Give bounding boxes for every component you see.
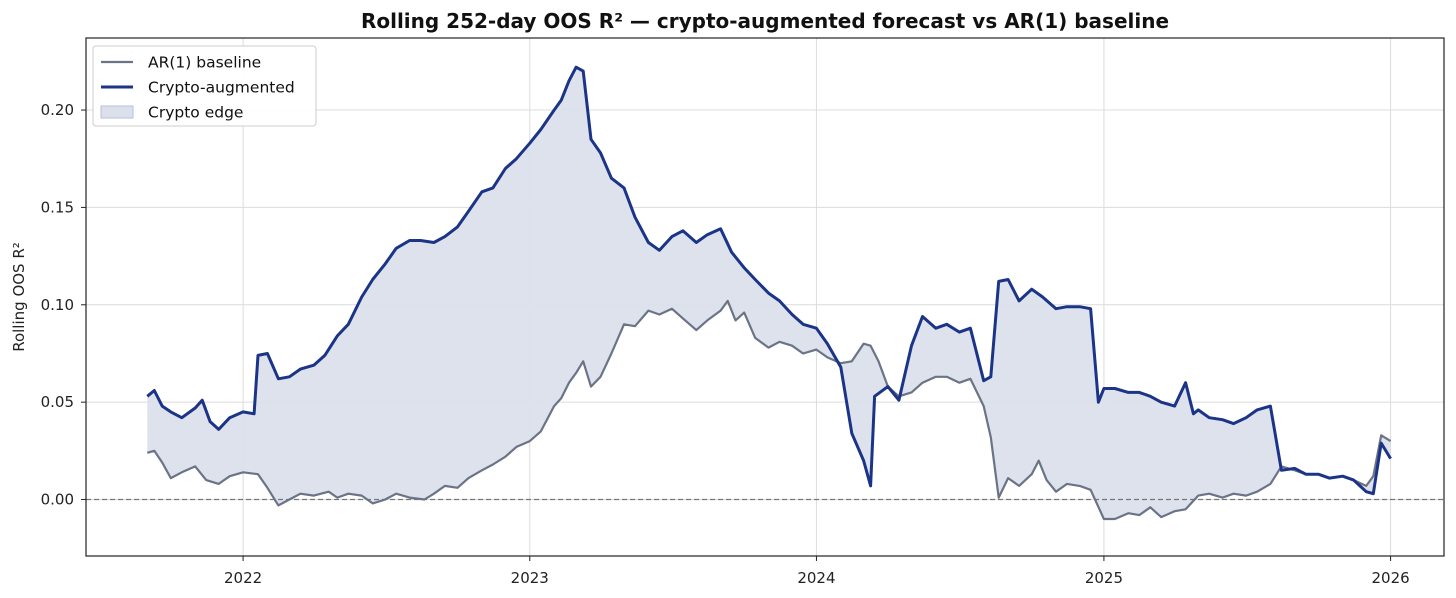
x-tick-label: 2025 — [1085, 569, 1123, 587]
chart-title: Rolling 252-day OOS R² — crypto-augmente… — [361, 9, 1169, 33]
plot-frame — [85, 37, 1445, 557]
axis-ticks: 2022 2023 2024 2025 2026 0.00 0.05 0.10 0.15 0.20 — [41, 101, 1410, 587]
series-line-ar1-baseline — [146, 299, 1392, 521]
crypto-edge-area — [147, 67, 1391, 519]
legend-swatch-crypto-edge — [100, 105, 134, 119]
y-tick-label: 0.00 — [41, 491, 74, 509]
y-axis-label: Rolling OOS R² — [10, 242, 28, 352]
series-line-crypto-augmented — [146, 65, 1392, 496]
series-lines — [146, 65, 1392, 521]
y-tick-label: 0.20 — [41, 101, 74, 119]
y-tick-label: 0.15 — [41, 198, 74, 216]
legend-label: AR(1) baseline — [148, 54, 261, 72]
legend: AR(1) baseline Crypto-augmented Crypto edg… — [92, 45, 317, 127]
legend-box — [92, 45, 317, 127]
crypto-edge-fill — [147, 67, 1391, 519]
y-tick-label: 0.10 — [41, 296, 74, 314]
y-tick-label: 0.05 — [41, 393, 74, 411]
x-tick-label: 2023 — [511, 569, 549, 587]
legend-label: Crypto-augmented — [148, 79, 295, 97]
x-tick-label: 2026 — [1371, 569, 1409, 587]
x-tick-label: 2022 — [224, 569, 262, 587]
x-tick-label: 2024 — [797, 569, 835, 587]
legend-label: Crypto edge — [148, 104, 243, 122]
